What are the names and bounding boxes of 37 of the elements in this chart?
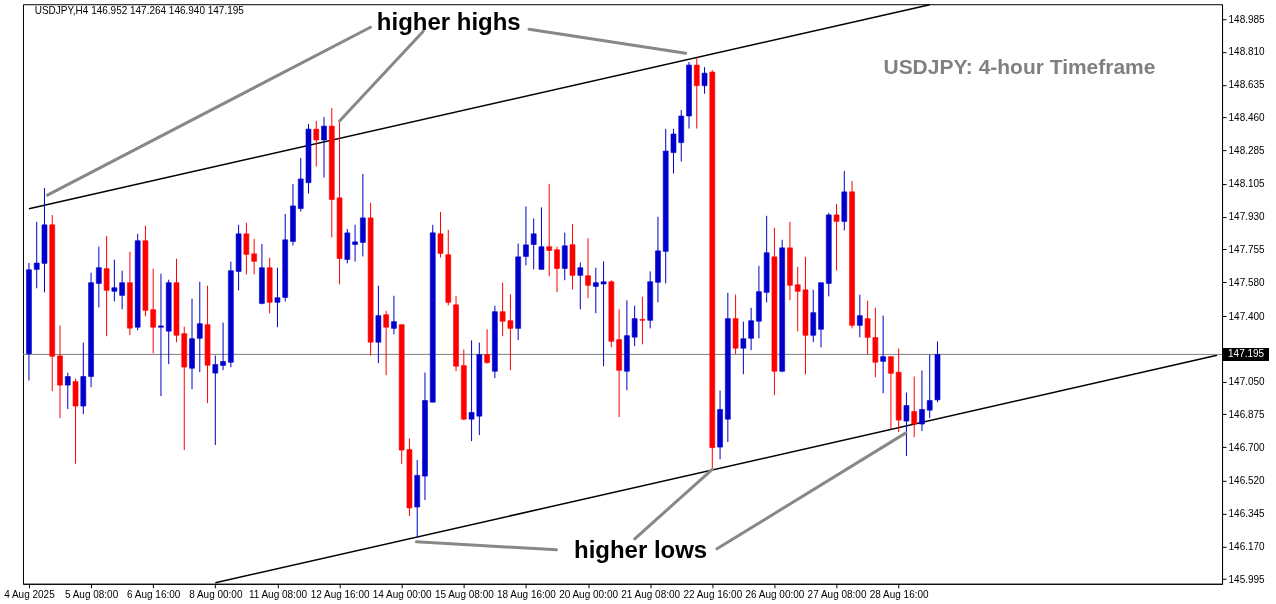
x-tick-label: 4 Aug 2025 [4,589,56,601]
y-tick-label: 146.345 [1228,508,1266,520]
y-tick-label: 148.105 [1228,178,1266,190]
y-tick-label: 146.520 [1228,475,1266,487]
x-tick-label: 21 Aug 08:00 [621,589,681,601]
x-tick-label: 5 Aug 08:00 [64,589,119,601]
y-tick-label: 148.635 [1228,79,1266,91]
y-tick-label: 148.985 [1228,13,1266,25]
y-tick-label: 148.285 [1228,144,1266,156]
x-tick-label: 27 Aug 08:00 [807,589,867,601]
y-tick-label: 147.755 [1228,244,1266,256]
y-tick-label: 147.580 [1228,276,1266,288]
x-tick-label: 14 Aug 00:00 [372,589,433,601]
x-tick-label: 12 Aug 16:00 [310,589,370,601]
y-tick-label: 148.810 [1228,46,1266,58]
x-tick-label: 8 Aug 00:00 [189,589,243,601]
y-tick-label: 145.995 [1228,573,1266,585]
x-tick-label: 26 Aug 00:00 [745,589,805,601]
y-tick-label: 146.875 [1228,408,1266,420]
x-tick-label: 28 Aug 16:00 [869,589,930,601]
x-tick-label: 20 Aug 00:00 [559,589,619,601]
x-tick-label: 18 Aug 16:00 [497,589,557,601]
y-tick-label: 147.400 [1228,310,1266,322]
y-tick-label: 146.170 [1228,540,1266,552]
chart-title: USDJPY,H4 146.952 147.264 146.940 147.195 [34,5,245,17]
y-tick-label: 148.460 [1228,112,1266,124]
x-tick-label: 22 Aug 16:00 [683,589,743,601]
y-tick-label: 147.930 [1228,211,1266,223]
annotation: higher highs [376,8,521,36]
annotation: USDJPY: 4-hour Timeframe [883,55,1156,79]
x-tick-label: 11 Aug 08:00 [248,589,308,601]
ref-line-label: 147.195 [1228,348,1265,360]
x-tick-label: 15 Aug 08:00 [434,589,495,601]
y-tick-label: 146.700 [1228,441,1266,453]
x-tick-label: 6 Aug 16:00 [127,589,181,601]
annotation: higher lows [574,535,708,563]
y-tick-label: 147.050 [1228,376,1266,388]
